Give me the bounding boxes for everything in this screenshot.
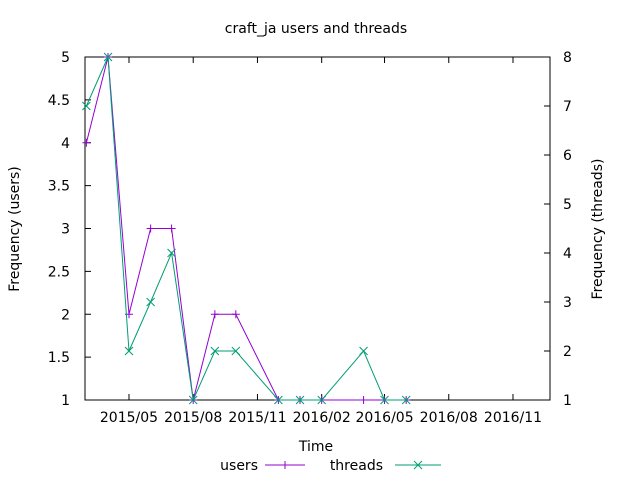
y-left-tick-label: 1.5 <box>48 350 70 366</box>
data-point-threads <box>274 395 283 405</box>
data-point-users <box>210 310 219 319</box>
data-point-users <box>231 310 240 319</box>
series-line-users <box>85 56 407 401</box>
data-point-threads <box>359 346 368 356</box>
x-tick-label: 2015/11 <box>228 410 286 426</box>
x-tick-label: 2016/08 <box>420 410 478 426</box>
data-point-users <box>82 138 91 147</box>
y-left-tick-label: 3 <box>61 222 70 238</box>
data-point-threads <box>146 297 155 307</box>
y-right-tick-label: 6 <box>563 148 572 164</box>
data-point-threads <box>295 395 305 405</box>
data-point-threads <box>188 395 198 405</box>
x-tick-label: 2016/02 <box>293 410 351 426</box>
y-left-tick-label: 2.5 <box>48 264 70 280</box>
x-axis-label: Time <box>298 439 333 455</box>
x-tick-label: 2015/05 <box>100 410 158 426</box>
series-line-threads <box>85 56 407 402</box>
data-point-users <box>146 224 155 233</box>
legend-label-users: users <box>220 458 258 474</box>
data-point-threads <box>167 248 176 258</box>
y-left-tick-label: 2 <box>61 307 70 323</box>
data-point-threads <box>103 52 113 62</box>
y-right-tick-label: 7 <box>563 99 572 115</box>
chart-title: craft_ja users and threads <box>225 21 407 37</box>
data-point-threads <box>124 346 134 356</box>
y-right-tick-label: 4 <box>563 246 572 262</box>
data-point-threads <box>210 346 220 356</box>
data-point-threads <box>317 395 327 405</box>
y-left-tick-label: 5 <box>61 50 70 66</box>
y-left-tick-label: 3.5 <box>48 179 70 195</box>
y-right-tick-label: 5 <box>563 197 572 213</box>
y-right-tick-label: 8 <box>563 50 572 66</box>
y-right-tick-label: 1 <box>563 393 572 409</box>
y-left-tick-label: 4.5 <box>48 93 70 109</box>
legend-marker-threads <box>413 460 423 470</box>
data-point-threads <box>401 395 411 405</box>
data-point-threads <box>82 101 91 111</box>
data-point-users <box>359 396 368 404</box>
x-tick-label: 2016/11 <box>484 410 542 426</box>
y-axis-left-label: Frequency (users) <box>7 166 23 292</box>
data-point-users <box>167 224 176 233</box>
data-point-threads <box>380 395 389 405</box>
y-left-tick-label: 1 <box>61 393 70 409</box>
y-right-tick-label: 2 <box>563 344 572 360</box>
x-tick-label: 2015/08 <box>164 410 222 426</box>
y-left-tick-label: 4 <box>61 136 70 152</box>
y-right-tick-label: 3 <box>563 295 572 311</box>
y-axis-right-label: Frequency (threads) <box>590 159 606 300</box>
x-tick-label: 2016/05 <box>355 410 413 426</box>
series-layer <box>82 52 411 405</box>
legend-label-threads: threads <box>330 458 383 474</box>
data-point-threads <box>231 346 241 356</box>
axes: 1 1.5 2 2.5 3 3.5 4 4.5 5 1 2 3 4 5 6 7 8 2015/05 2015/08 2… <box>48 50 572 426</box>
legend-marker-users <box>281 461 289 469</box>
legend: users threads <box>220 458 441 474</box>
